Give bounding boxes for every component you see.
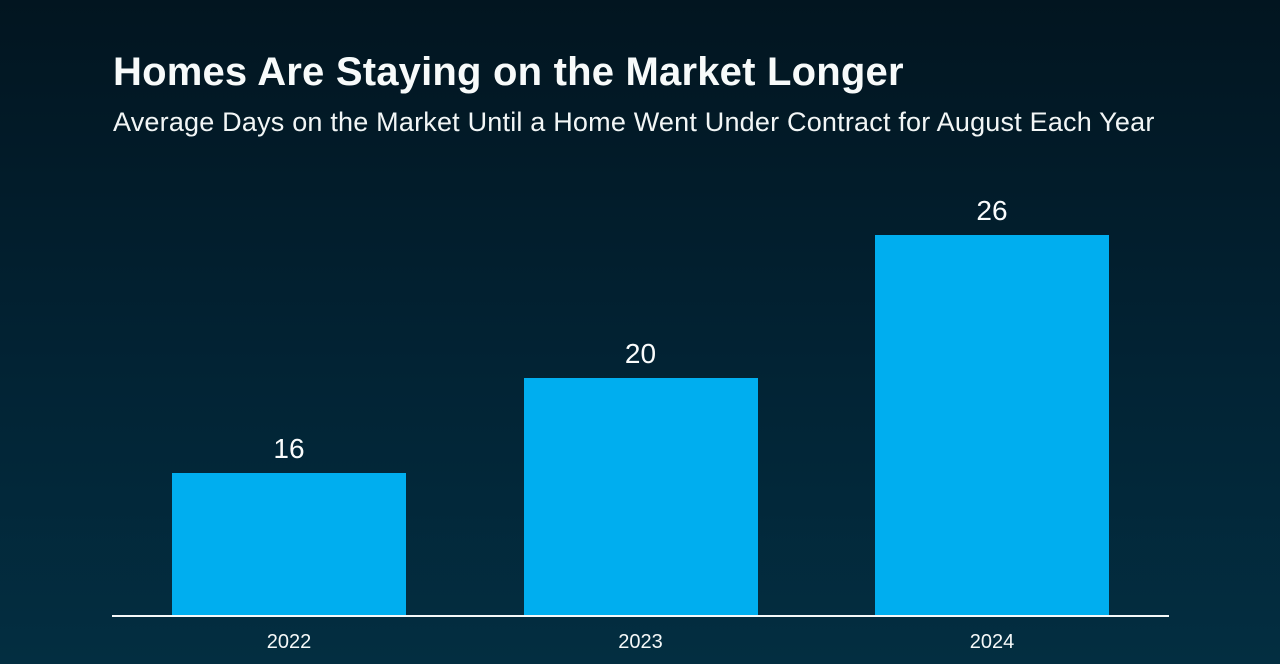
bar-value-label: 20: [624, 337, 657, 369]
bar-value-label: 26: [976, 195, 1008, 227]
bar-2023: [523, 377, 758, 615]
bar-chart: 16 2022 20 2023 26 2024: [112, 195, 1169, 653]
x-axis-tick-label: 2023: [618, 631, 663, 653]
bar-column-2024: 26 2024: [875, 195, 1109, 653]
chart-header: Homes Are Staying on the Market Longer A…: [113, 50, 1155, 138]
bar-2022: [172, 472, 406, 615]
x-axis-tick-label: 2024: [969, 631, 1015, 653]
chart-title: Homes Are Staying on the Market Longer: [113, 50, 904, 94]
chart-subtitle: Average Days on the Market Until a Home …: [113, 107, 1155, 137]
bar-column-2023: 20 2023: [523, 337, 758, 653]
bar-column-2022: 16 2022: [172, 432, 406, 653]
bar-value-label: 16: [273, 432, 305, 464]
x-axis-tick-label: 2022: [266, 631, 312, 653]
bar-series: 16 2022 20 2023 26 2024: [112, 195, 1169, 653]
bar-2024: [875, 235, 1109, 615]
